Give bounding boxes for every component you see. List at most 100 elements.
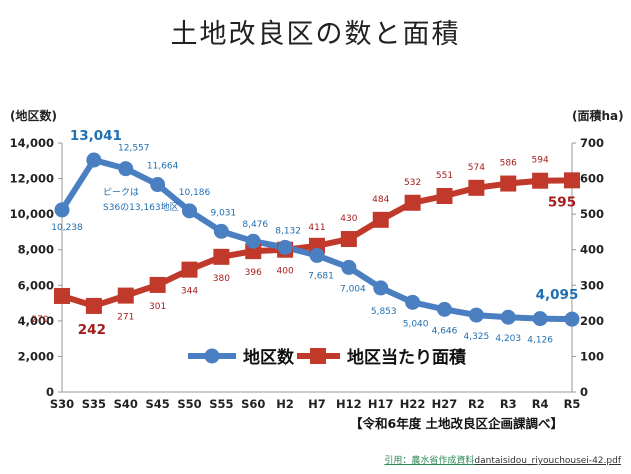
x-tick-label: H12 (336, 397, 362, 411)
area-point (404, 194, 421, 211)
source-note: 【令和6年度 土地改良区企画課調べ】 (350, 416, 564, 431)
district-count-data-label: 5,853 (371, 307, 397, 317)
x-tick-label: H2 (276, 397, 294, 411)
x-tick-label: S45 (145, 397, 169, 411)
x-tick-label: S60 (241, 397, 265, 411)
peak-annotation-line1: ピークは (103, 187, 139, 198)
district-point (437, 301, 452, 317)
district-point (564, 311, 580, 327)
area-data-label: 594 (532, 156, 549, 166)
x-tick-label: S35 (82, 397, 106, 411)
area-data-label: 532 (404, 178, 421, 188)
area-data-label: 380 (213, 274, 230, 284)
y-left-tick-label: 4,000 (18, 314, 54, 328)
area-point (340, 231, 357, 248)
y-right-label: (面積ha) (572, 108, 624, 123)
district-point (500, 309, 516, 325)
peak-annotation-line2: S36の13,163地区 (103, 201, 179, 213)
y-right-tick-label: 700 (580, 136, 604, 150)
district-count-data-label: 4,203 (495, 334, 521, 344)
y-left-tick-label: 0 (46, 385, 54, 399)
x-tick-label: H17 (368, 397, 394, 411)
area-point (85, 297, 102, 314)
district-point (150, 177, 166, 193)
x-tick-label: R3 (500, 397, 517, 411)
legend-marker-area-per-district (310, 348, 326, 364)
y-right-tick-label: 200 (580, 314, 604, 328)
y-left-tick-label: 12,000 (10, 172, 54, 186)
x-tick-label: H22 (400, 397, 426, 411)
district-point (54, 202, 70, 218)
y-right-tick-label: 600 (580, 172, 604, 186)
legend-label-area-per-district: 地区当たり面積 (347, 347, 467, 368)
x-tick-label: H27 (432, 397, 458, 411)
y-left-tick-label: 8,000 (18, 243, 54, 257)
y-right-tick-label: 400 (580, 243, 604, 257)
area-data-label: 396 (245, 268, 262, 278)
citation-label[interactable]: 引用：農水省作成資料 (384, 456, 475, 466)
area-data-label: 242 (78, 322, 106, 338)
district-point (532, 311, 548, 327)
area-data-label: 301 (149, 302, 166, 312)
area-data-label: 595 (548, 194, 576, 210)
district-count-data-label: 8,476 (242, 220, 268, 230)
area-data-label: 344 (181, 287, 198, 297)
legend-marker-district-count (204, 348, 220, 364)
district-count-data-label: 7,681 (308, 271, 334, 281)
citation[interactable]: 引用：農水省作成資料dantaisidou_riyouchousei-42.pd… (384, 453, 621, 466)
chart-title: 土地改良区の数と面積 (170, 19, 461, 50)
area-data-label: 484 (372, 195, 389, 205)
y-left-tick-label: 2,000 (18, 349, 54, 363)
district-count-data-label: 4,095 (536, 287, 579, 303)
district-point (468, 307, 484, 323)
area-data-label: 551 (436, 171, 453, 181)
district-count-data-label: 10,238 (51, 223, 83, 233)
area-point (54, 287, 70, 304)
district-point (277, 239, 293, 255)
x-tick-label: S50 (177, 397, 201, 411)
district-count-data-label: 7,004 (340, 284, 366, 294)
area-point (564, 172, 580, 189)
district-count-data-label: 12,557 (118, 144, 150, 154)
y-right-tick-label: 500 (580, 207, 604, 221)
y-left-tick-label: 14,000 (10, 136, 54, 150)
district-point (309, 247, 325, 263)
area-data-label: 400 (277, 267, 294, 277)
area-point (532, 172, 549, 189)
district-point (373, 280, 389, 296)
district-count-data-label: 8,132 (275, 226, 301, 236)
area-data-label: 411 (308, 223, 325, 233)
area-point (436, 188, 453, 205)
y-right-tick-label: 100 (580, 349, 604, 363)
x-tick-label: S40 (114, 397, 138, 411)
district-count-data-label: 5,040 (403, 319, 429, 329)
district-count-data-label: 4,325 (463, 332, 489, 342)
y-left-label: (地区数) (10, 108, 57, 123)
district-count-data-label: 4,646 (432, 326, 458, 336)
district-point (86, 152, 102, 168)
x-tick-label: H7 (308, 397, 326, 411)
area-point (181, 261, 198, 278)
district-count-data-label: 11,664 (147, 162, 179, 172)
x-tick-label: R4 (532, 397, 549, 411)
legend-label-district-count: 地区数 (243, 347, 295, 368)
district-point (341, 259, 357, 275)
area-data-label: 271 (117, 313, 134, 323)
citation-file[interactable]: dantaisidou_riyouchousei-42.pdf (474, 456, 621, 466)
x-tick-label: S30 (50, 397, 74, 411)
y-right-tick-label: 300 (580, 278, 604, 292)
district-point (213, 223, 229, 239)
x-tick-label: S55 (209, 397, 233, 411)
area-point (500, 175, 517, 192)
area-point (372, 211, 389, 228)
area-point (468, 179, 485, 196)
area-data-label: 574 (468, 163, 485, 173)
area-data-label: 430 (340, 214, 357, 224)
district-count-data-label: 4,126 (527, 336, 553, 346)
district-point (405, 294, 421, 310)
area-data-label: 270 (31, 315, 48, 325)
area-data-label: 586 (500, 159, 517, 169)
district-point (182, 203, 197, 219)
district-point (118, 161, 134, 177)
